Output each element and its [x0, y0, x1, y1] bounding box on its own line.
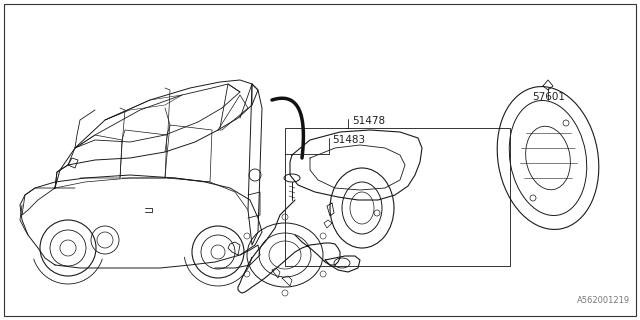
Text: 57601: 57601 [532, 92, 565, 102]
Text: 51483: 51483 [332, 135, 365, 145]
Text: 51478: 51478 [352, 116, 385, 126]
Text: A562001219: A562001219 [577, 296, 630, 305]
Bar [285, 128, 510, 266]
